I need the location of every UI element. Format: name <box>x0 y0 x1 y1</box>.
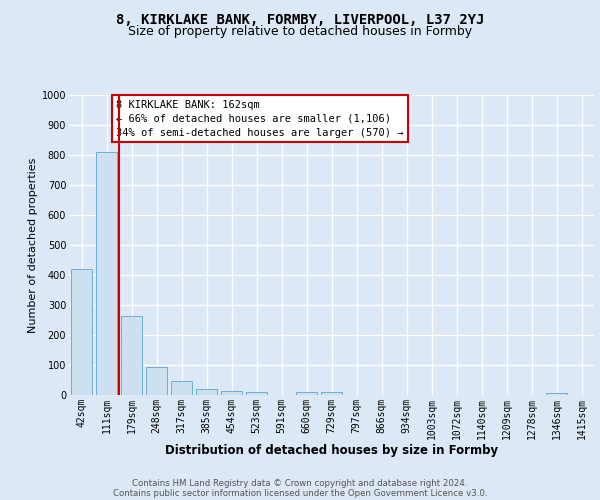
Text: Contains HM Land Registry data © Crown copyright and database right 2024.: Contains HM Land Registry data © Crown c… <box>132 479 468 488</box>
Bar <box>221 391 242 395</box>
Bar <box>71 269 92 395</box>
Bar <box>296 392 317 395</box>
Bar <box>321 392 342 395</box>
Bar <box>96 152 117 395</box>
Bar <box>146 368 167 395</box>
Text: Contains public sector information licensed under the Open Government Licence v3: Contains public sector information licen… <box>113 489 487 498</box>
Bar <box>196 389 217 395</box>
Bar <box>546 392 567 395</box>
Text: Size of property relative to detached houses in Formby: Size of property relative to detached ho… <box>128 25 472 38</box>
Bar <box>121 316 142 395</box>
Text: 8, KIRKLAKE BANK, FORMBY, LIVERPOOL, L37 2YJ: 8, KIRKLAKE BANK, FORMBY, LIVERPOOL, L37… <box>116 12 484 26</box>
X-axis label: Distribution of detached houses by size in Formby: Distribution of detached houses by size … <box>165 444 498 458</box>
Bar <box>171 381 192 395</box>
Text: 8 KIRKLAKE BANK: 162sqm
← 66% of detached houses are smaller (1,106)
34% of semi: 8 KIRKLAKE BANK: 162sqm ← 66% of detache… <box>116 100 404 138</box>
Y-axis label: Number of detached properties: Number of detached properties <box>28 158 38 332</box>
Bar <box>246 392 267 395</box>
